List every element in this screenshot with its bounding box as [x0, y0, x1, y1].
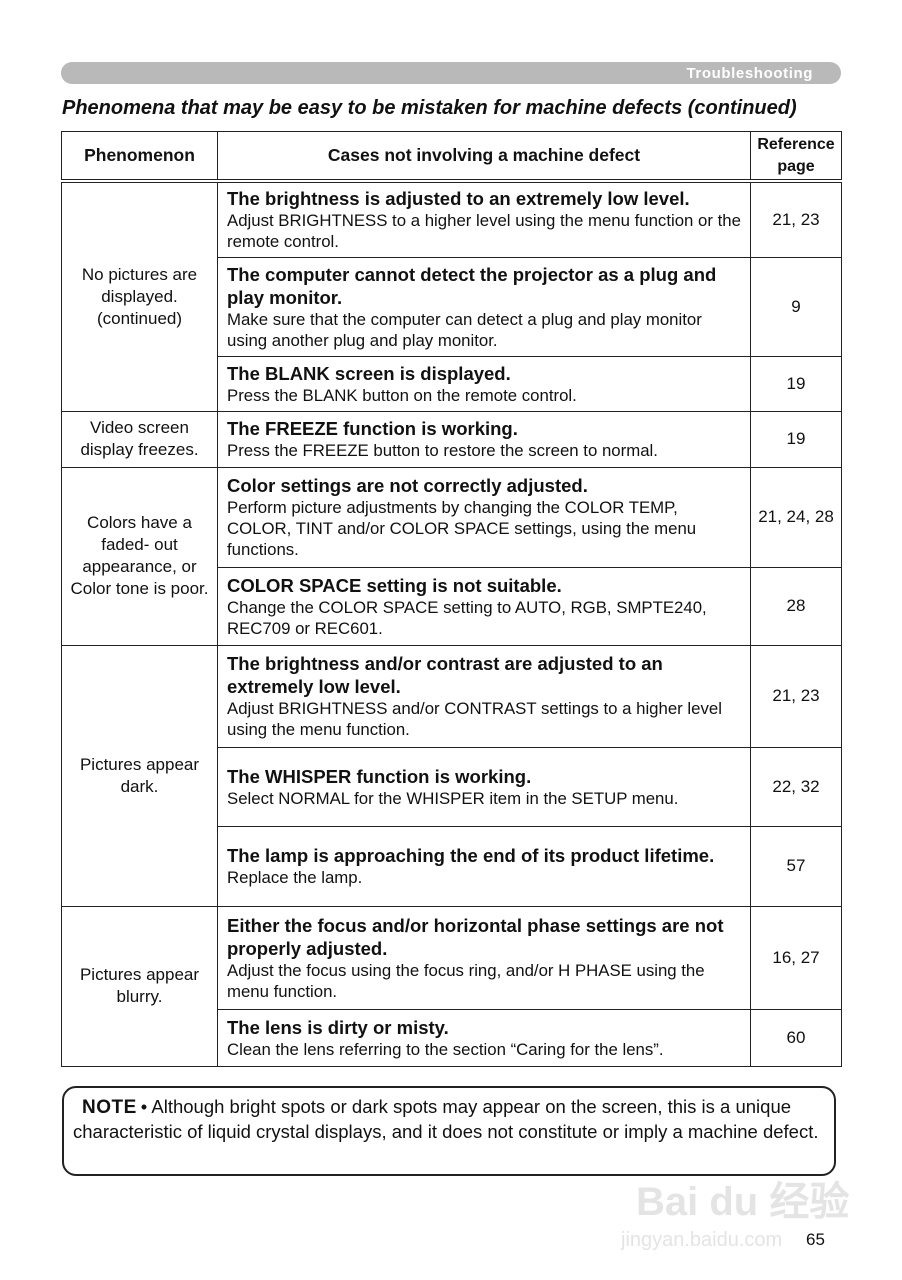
- case-body: Press the BLANK button on the remote con…: [227, 385, 577, 405]
- reference-page: 60: [750, 1008, 842, 1067]
- case-body: Make sure that the computer can detect a…: [227, 309, 702, 350]
- case-cell: The FREEZE function is working. Press the…: [217, 410, 751, 468]
- table-row: COLOR SPACE setting is not suitable. Chan…: [62, 566, 842, 646]
- case-body: Select NORMAL for the WHISPER item in th…: [227, 788, 679, 808]
- case-title: The WHISPER function is working.: [227, 765, 532, 787]
- case-title: The computer cannot detect the projector…: [227, 263, 717, 308]
- case-body: Clean the lens referring to the section …: [227, 1039, 664, 1059]
- case-body: Change the COLOR SPACE setting to AUTO, …: [227, 597, 707, 638]
- note-label: NOTE: [82, 1096, 137, 1118]
- section-header-bar: Troubleshooting: [61, 62, 841, 84]
- note-text: • Although bright spots or dark spots ma…: [73, 1095, 819, 1143]
- reference-page: 21, 23: [750, 644, 842, 748]
- col-cases: Cases not involving a machine defect: [217, 131, 751, 183]
- col-phenomenon: Phenomenon: [61, 131, 218, 183]
- table-row: No pictures are displayed. (continued) Th…: [61, 180, 842, 412]
- page-title: Phenomena that may be easy to be mistake…: [62, 97, 797, 119]
- case-title: Either the focus and/or horizontal phase…: [227, 914, 724, 959]
- case-title: The FREEZE function is working.: [227, 418, 518, 439]
- watermark-url: jingyan.baidu.com: [621, 1228, 783, 1251]
- table-row: The lamp is approaching the end of its p…: [62, 825, 842, 907]
- case-title: Color settings are not correctly adjuste…: [227, 475, 588, 496]
- table-row: The WHISPER function is working. Select N…: [62, 746, 842, 827]
- watermark-logo: Bai du 经验: [636, 1179, 850, 1224]
- reference-page: 21, 23: [750, 180, 842, 258]
- case-body: Perform picture adjustments by changing …: [227, 498, 697, 559]
- reference-page: 9: [750, 256, 842, 357]
- case-body: Adjust the focus using the focus ring, a…: [227, 960, 705, 1001]
- case-cell: The WHISPER function is working. Select N…: [217, 746, 751, 827]
- table-row: The computer cannot detect the projector…: [62, 256, 842, 357]
- reference-page: 21, 24, 28: [750, 466, 842, 568]
- case-cell: COLOR SPACE setting is not suitable. Chan…: [217, 566, 751, 646]
- table-header: Phenomenon Cases not involving a machine…: [61, 131, 842, 183]
- case-body: Press the FREEZE button to restore the s…: [227, 441, 658, 460]
- note-box: NOTE • Although bright spots or dark spot…: [62, 1085, 836, 1176]
- reference-page: 22, 32: [750, 746, 842, 827]
- page-number: 65: [806, 1229, 825, 1249]
- case-title: The brightness and/or contrast are adjus…: [227, 653, 663, 697]
- case-cell: The lamp is approaching the end of its p…: [217, 825, 751, 907]
- reference-page: 28: [750, 566, 842, 646]
- phenomenon-cell: Pictures appear dark.: [61, 644, 218, 907]
- reference-page: 19: [750, 355, 842, 412]
- table-row: Colors have a faded- out appearance, or …: [61, 466, 842, 646]
- case-body: Replace the lamp.: [227, 868, 363, 887]
- phenomenon-cell: No pictures are displayed. (continued): [61, 180, 218, 412]
- col-reference: Reference page: [750, 131, 842, 183]
- section-label: Troubleshooting: [686, 65, 813, 82]
- case-cell: The lens is dirty or misty. Clean the len…: [217, 1008, 751, 1067]
- case-cell: The computer cannot detect the projector…: [217, 256, 751, 357]
- phenomenon-cell: Pictures appear blurry.: [61, 905, 218, 1067]
- case-title: The lens is dirty or misty.: [227, 1016, 449, 1038]
- case-title: COLOR SPACE setting is not suitable.: [227, 574, 562, 596]
- case-body: Adjust BRIGHTNESS and/or CONTRAST settin…: [227, 699, 722, 739]
- phenomenon-cell: Colors have a faded- out appearance, or …: [61, 466, 218, 646]
- table-row: Video screen display freezes. The FREEZE …: [61, 410, 842, 468]
- case-cell: The BLANK screen is displayed. Press the …: [217, 355, 751, 412]
- table-row: The lens is dirty or misty. Clean the len…: [62, 1008, 842, 1067]
- table-row: Pictures appear dark. The brightness and/…: [61, 644, 842, 907]
- case-cell: The brightness and/or contrast are adjus…: [217, 644, 751, 748]
- case-title: The BLANK screen is displayed.: [227, 362, 511, 384]
- page-body: Phenomenon Cases not involving a machine…: [61, 131, 849, 1276]
- case-title: The lamp is approaching the end of its p…: [227, 845, 715, 866]
- reference-page: 57: [750, 825, 842, 907]
- phenomenon-cell: Video screen display freezes.: [61, 410, 218, 468]
- reference-page: 16, 27: [750, 905, 842, 1010]
- case-title: The brightness is adjusted to an extreme…: [227, 188, 690, 210]
- table-row: Pictures appear blurry. Either the focus …: [61, 905, 842, 1067]
- case-cell: Color settings are not correctly adjuste…: [217, 466, 751, 568]
- case-body: Adjust BRIGHTNESS to a higher level usin…: [227, 211, 741, 252]
- case-cell: The brightness is adjusted to an extreme…: [217, 180, 751, 258]
- case-cell: Either the focus and/or horizontal phase…: [217, 905, 751, 1010]
- page-footer: Bai du 经验 jingyan.baidu.com 65: [61, 1180, 849, 1276]
- troubleshooting-table: Phenomenon Cases not involving a machine…: [61, 131, 842, 1067]
- reference-page: 19: [750, 410, 842, 468]
